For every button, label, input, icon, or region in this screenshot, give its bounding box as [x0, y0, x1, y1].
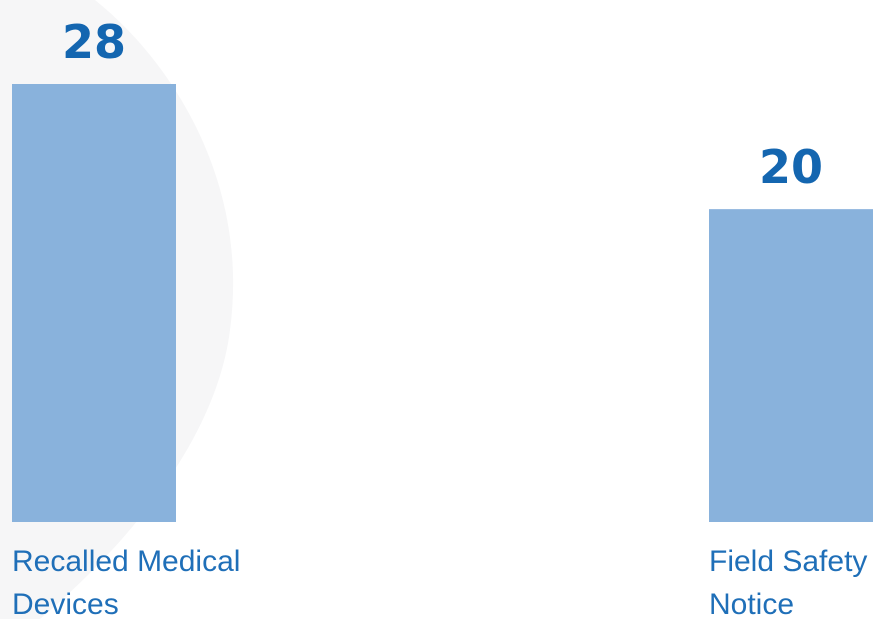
- value-label-0: 28: [62, 15, 126, 69]
- category-label-0-line-1: Devices: [12, 588, 119, 619]
- category-label-1-line-0: Field Safety: [709, 545, 867, 578]
- value-label-1: 20: [759, 140, 823, 194]
- bar-1: [709, 209, 873, 522]
- category-label-1-line-1: Notice: [709, 588, 794, 619]
- bar-0: [12, 84, 176, 522]
- category-label-0-line-0: Recalled Medical: [12, 545, 240, 578]
